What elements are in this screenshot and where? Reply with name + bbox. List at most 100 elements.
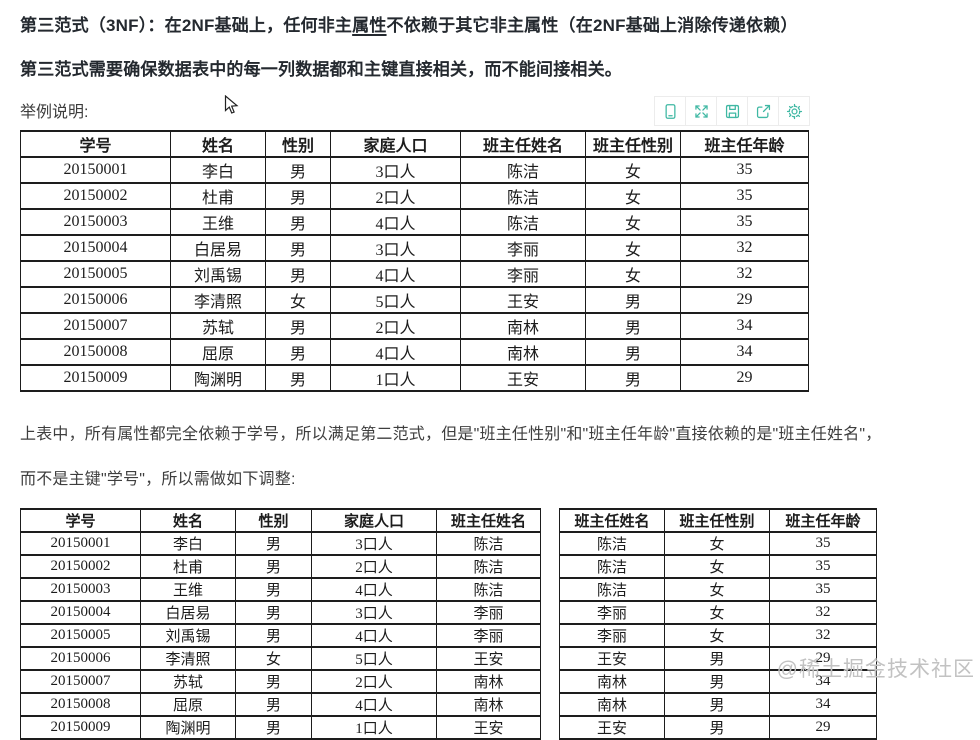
- table-cell: 女: [265, 286, 331, 314]
- expand-icon: [694, 104, 708, 118]
- table-cell: 李白: [170, 156, 266, 184]
- table-cell: 李丽: [436, 600, 541, 625]
- table-cell: 4口人: [330, 260, 461, 288]
- table-cell: 白居易: [170, 234, 266, 262]
- table-cell: 男: [265, 364, 331, 392]
- table-cell: 女: [664, 623, 770, 648]
- table-cell: 李丽: [460, 260, 586, 288]
- watermark: @稀土掘金技术社区: [776, 658, 975, 681]
- heading-3nf-explanation: 第三范式需要确保数据表中的每一列数据都和主键直接相关，而不能间接相关。: [20, 60, 622, 79]
- table-cell: 4口人: [330, 338, 461, 366]
- table-cell: 男: [235, 577, 312, 602]
- table-cell: 女: [585, 234, 681, 262]
- save-button[interactable]: [716, 96, 748, 126]
- table-row: 20150007 苏轼男 2口人 南林男 34: [20, 312, 809, 340]
- example-label: 举例说明:: [20, 104, 89, 121]
- table-cell: 34: [680, 338, 809, 366]
- column-header: 性别: [265, 130, 331, 158]
- share-button[interactable]: [747, 96, 779, 126]
- table-cell: 1口人: [330, 364, 461, 392]
- table-cell: 李白: [140, 531, 236, 556]
- table-cell: 5口人: [330, 286, 461, 314]
- table-row: 20150003 王维男 4口人 陈洁女 35: [20, 208, 809, 236]
- table-cell: 屈原: [140, 692, 236, 717]
- students-table-full: 学号 姓名 性别 家庭人口 班主任姓名 班主任性别 班主任年龄 20150001 李白男 3口人陈…: [20, 130, 809, 392]
- table-cell: 陈洁: [559, 577, 665, 602]
- table-cell: 20150009: [20, 364, 171, 392]
- table-cell: 女: [664, 600, 770, 625]
- table-cell: 男: [664, 692, 770, 717]
- table-cell: 王安: [559, 715, 665, 740]
- table-cell: 男: [265, 338, 331, 366]
- table-cell: 南林: [436, 669, 541, 694]
- table-cell: 20150008: [20, 692, 141, 717]
- table-row: 王安男 29: [559, 715, 877, 740]
- table-cell: 南林: [559, 692, 665, 717]
- table-cell: 20150001: [20, 531, 141, 556]
- table-cell: 20150003: [20, 208, 171, 236]
- table-cell: 王安: [559, 646, 665, 671]
- table-cell: 陈洁: [460, 156, 586, 184]
- table-cell: 男: [235, 715, 312, 740]
- table-cell: 女: [585, 208, 681, 236]
- table-cell: 苏轼: [140, 669, 236, 694]
- header-row: 学号 姓名 性别 家庭人口 班主任姓名 班主任性别 班主任年龄: [20, 130, 809, 158]
- table-cell: 男: [664, 669, 770, 694]
- table-row: 20150007 苏轼男 2口人 南林: [20, 669, 541, 694]
- table-cell: 南林: [436, 692, 541, 717]
- device-preview-button[interactable]: [654, 96, 686, 126]
- table-cell: 3口人: [311, 600, 437, 625]
- table-cell: 女: [585, 156, 681, 184]
- table-cell: 29: [680, 286, 809, 314]
- table-cell: 杜甫: [170, 182, 266, 210]
- heading-3nf-definition: 第三范式（3NF）：在2NF基础上，任何非主属性不依赖于其它非主属性（在2NF基…: [20, 14, 970, 37]
- table-cell: 陈洁: [460, 182, 586, 210]
- table-cell: 李丽: [559, 600, 665, 625]
- table-cell: 王安: [436, 646, 541, 671]
- table-cell: 男: [235, 623, 312, 648]
- table-cell: 20150001: [20, 156, 171, 184]
- table-cell: 32: [769, 600, 877, 625]
- table-cell: 陈洁: [559, 531, 665, 556]
- settings-button[interactable]: [778, 96, 810, 126]
- header-row: 班主任姓名 班主任性别 班主任年龄: [559, 508, 877, 533]
- table-cell: 29: [680, 364, 809, 392]
- save-icon: [725, 104, 739, 118]
- table-row: 李丽女 32: [559, 623, 877, 648]
- table-cell: 20150004: [20, 234, 171, 262]
- table-cell: 35: [680, 208, 809, 236]
- table-cell: 20150008: [20, 338, 171, 366]
- table-row: 20150002 杜甫男 2口人 陈洁女 35: [20, 182, 809, 210]
- table-cell: 刘禹锡: [170, 260, 266, 288]
- header-row: 学号 姓名 性别 家庭人口 班主任姓名: [20, 508, 541, 533]
- table-cell: 35: [680, 156, 809, 184]
- table-row: 20150004 白居易男 3口人 李丽女 32: [20, 234, 809, 262]
- table-cell: 4口人: [311, 577, 437, 602]
- table-cell: 35: [769, 577, 877, 602]
- heading-text-pre: 第三范式（3NF）：在2NF基础上，任何非主: [20, 16, 353, 35]
- table-cell: 男: [265, 234, 331, 262]
- table-cell: 男: [585, 286, 681, 314]
- column-header: 学号: [20, 508, 141, 533]
- table-cell: 20150002: [20, 554, 141, 579]
- table-cell: 2口人: [311, 554, 437, 579]
- column-header: 家庭人口: [311, 508, 437, 533]
- fullscreen-button[interactable]: [685, 96, 717, 126]
- column-header: 班主任姓名: [460, 130, 586, 158]
- table-row: 陈洁女 35: [559, 531, 877, 556]
- device-icon: [665, 103, 675, 119]
- table-cell: 陈洁: [436, 531, 541, 556]
- column-header: 班主任姓名: [559, 508, 665, 533]
- table-cell: 南林: [460, 338, 586, 366]
- table-cell: 王安: [460, 286, 586, 314]
- table-cell: 南林: [559, 669, 665, 694]
- table-cell: 男: [265, 182, 331, 210]
- column-header: 姓名: [140, 508, 236, 533]
- table-cell: 男: [265, 208, 331, 236]
- table-cell: 男: [235, 554, 312, 579]
- column-header: 班主任年龄: [680, 130, 809, 158]
- table-row: 20150009 陶渊明男 1口人 王安: [20, 715, 541, 740]
- table-cell: 陈洁: [436, 554, 541, 579]
- table-cell: 3口人: [330, 234, 461, 262]
- table-cell: 白居易: [140, 600, 236, 625]
